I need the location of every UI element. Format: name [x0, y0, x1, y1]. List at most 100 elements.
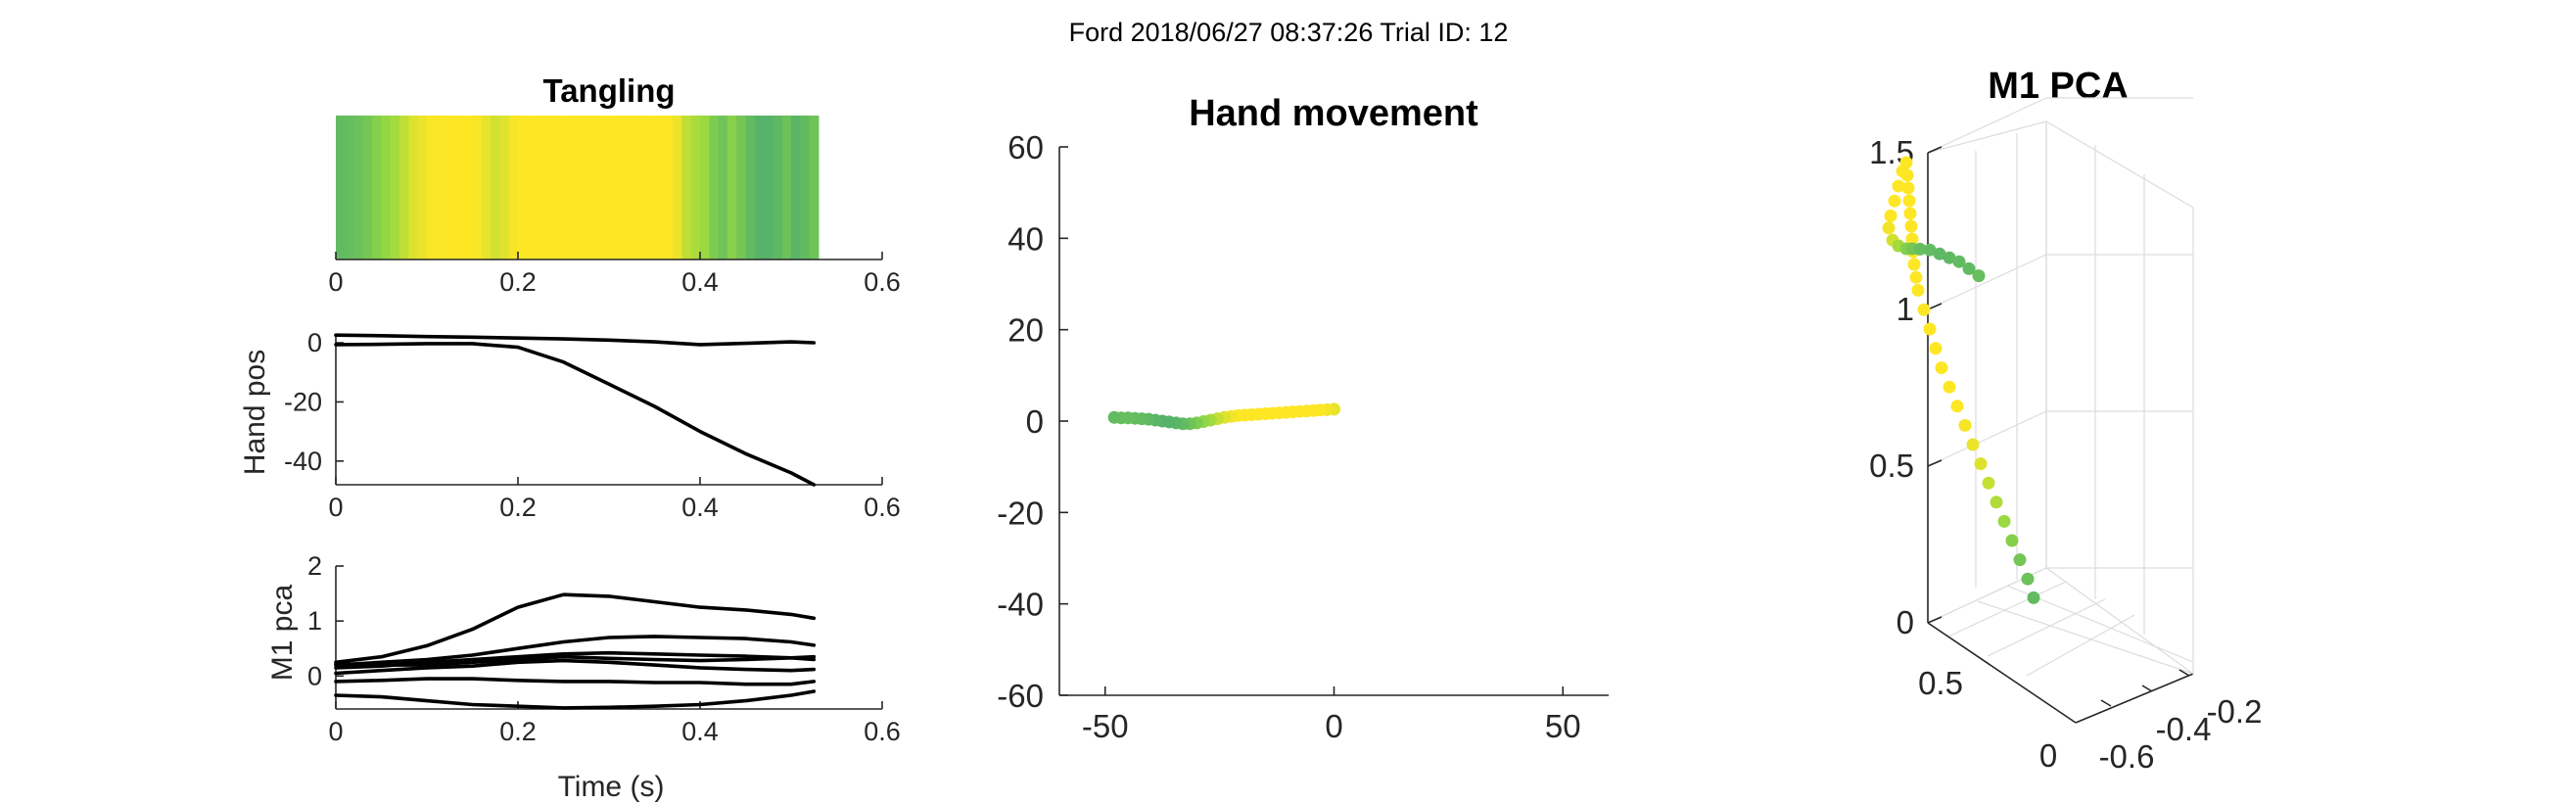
tangling-cell: [463, 116, 474, 260]
tangling-cell: [381, 116, 392, 260]
x-tick-label: 0.4: [681, 717, 719, 746]
y-tick-label: -40: [284, 447, 322, 476]
tangling-cell: [618, 116, 629, 260]
x-tick-label: 0: [1325, 708, 1342, 744]
y-tick-label: -40: [997, 587, 1044, 623]
pca-trajectory-point: [1990, 496, 2003, 509]
pca-trajectory-point: [1917, 303, 1931, 316]
x-tick-label: -0.2: [2207, 693, 2263, 730]
m1-pca-series-line: [334, 650, 817, 670]
x-tick-label: 0.6: [864, 717, 901, 746]
x-axis-line: [2075, 673, 2194, 724]
tangling-cell: [700, 116, 710, 260]
m1-pca-traces-panel: 0 0.2 0.4 0.6 0 1 2 M1 pca Time (s): [266, 551, 901, 803]
x-tick-label: 0.4: [681, 493, 719, 522]
x-tick-label: -0.6: [2099, 738, 2155, 775]
tangling-cell: [635, 116, 646, 260]
tangling-cell: [764, 116, 773, 260]
tangling-cell: [709, 116, 720, 260]
pca-trajectory-point: [1896, 165, 1909, 178]
x-tick-mark: [2100, 699, 2112, 707]
x-tick-label: 0.2: [499, 717, 537, 746]
tangling-cell: [536, 116, 546, 260]
z-gridline-left-wall: [1927, 254, 2047, 310]
y-tick-label: 40: [1007, 220, 1044, 257]
m1-pca-traces-axes: 0 0.2 0.4 0.6 0 1 2: [307, 551, 901, 746]
tangling-cell: [627, 116, 637, 260]
top-back-edge: [1927, 120, 2047, 154]
tangling-heatmap: [336, 116, 820, 260]
pca-trajectory-point: [1958, 418, 1972, 432]
tangling-cell: [353, 116, 364, 260]
pca-trajectory-point: [1935, 361, 1948, 375]
tangling-cell: [563, 116, 574, 260]
m1-pca-series-line: [334, 654, 817, 667]
floor-gridline: [2026, 614, 2135, 677]
m1-pca-series-line: [334, 677, 817, 686]
x-tick-label: 0: [328, 493, 343, 522]
x-tick-label: 0.6: [864, 493, 901, 522]
tangling-cell: [491, 116, 500, 260]
z-tick-mark: [1927, 616, 1943, 624]
pca-trajectory-point: [1923, 243, 1937, 257]
tangling-cell: [663, 116, 674, 260]
pca-trajectory-point: [1943, 251, 1956, 264]
x-tick-mark: [2178, 669, 2190, 677]
tangling-cell: [508, 116, 519, 260]
y-tick-label: -60: [997, 678, 1044, 714]
hand-movement-points: [1107, 402, 1340, 431]
z-gridline-left-wall: [1927, 97, 2047, 154]
tangling-cell: [781, 116, 792, 260]
tangling-cell: [654, 116, 665, 260]
tangling-cell: [745, 116, 756, 260]
x-tick-label: 50: [1545, 708, 1581, 744]
tangling-cell: [362, 116, 373, 260]
pca-trajectory-point: [2005, 534, 2019, 547]
tangling-cell: [399, 116, 409, 260]
tangling-cell: [544, 116, 555, 260]
pca-trajectory-point: [1903, 207, 1917, 220]
tangling-cell: [472, 116, 483, 260]
tangling-cell: [809, 116, 820, 260]
tangling-cell: [336, 116, 346, 260]
tangling-title: Tangling: [542, 72, 675, 109]
z-tick-mark: [1927, 459, 1943, 467]
y-tick-label: 0: [1026, 403, 1044, 440]
tangling-cell: [445, 116, 455, 260]
z-gridline-left-wall: [1927, 410, 2047, 467]
tangling-cell: [690, 116, 701, 260]
y-tick-label: 0: [2039, 737, 2057, 774]
x-tick-label: 0: [328, 717, 343, 746]
hand-pos-panel: 0 0.2 0.4 0.6 0 -20 -40 Hand pos: [239, 328, 901, 522]
tangling-cell: [372, 116, 383, 260]
tangling-cell: [791, 116, 801, 260]
pca-trajectory-point: [2027, 590, 2040, 604]
hand-pos-series-line: [334, 333, 817, 347]
tangling-cell: [609, 116, 619, 260]
z-tick-label: 0.5: [1869, 448, 1914, 484]
figure-suptitle: Ford 2018/06/27 08:37:26 Trial ID: 12: [1069, 18, 1509, 47]
tangling-cell: [527, 116, 538, 260]
tangling-cell: [645, 116, 656, 260]
tangling-cell: [499, 116, 510, 260]
tangling-panel: Tangling 0 0.2 0.4 0.6: [328, 72, 900, 297]
tangling-cell: [718, 116, 728, 260]
hand-movement-panel: Hand movement -50 0 50 60 40 20 0 -20 -40 -60: [997, 93, 1609, 744]
y-tick-label: 20: [1007, 312, 1044, 349]
y-tick-label: -20: [284, 387, 322, 416]
floor-right-edge: [2045, 567, 2194, 675]
pca-trajectory-point: [1904, 219, 1918, 233]
tangling-cell: [436, 116, 446, 260]
y-axis-line: [1927, 622, 2077, 724]
tangling-cell: [554, 116, 565, 260]
pca-trajectory-point: [1950, 400, 1964, 413]
m1-pca-3d-frame: 00.511.500.5-0.6-0.4-0.2: [1869, 97, 2263, 775]
top-right-edge: [2045, 120, 2194, 209]
y-tick-label: 0.5: [1918, 665, 1963, 701]
x-tick-mark: [2141, 685, 2153, 692]
m1-pca-ylabel: M1 pca: [266, 585, 299, 682]
pca-trajectory-point: [1909, 270, 1923, 284]
tangling-cell: [736, 116, 747, 260]
tangling-cell: [417, 116, 428, 260]
hand-pos-ylabel: Hand pos: [239, 350, 271, 475]
